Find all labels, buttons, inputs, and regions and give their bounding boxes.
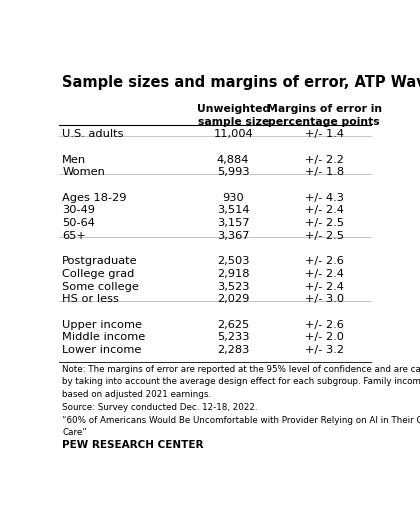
Text: 2,625: 2,625 xyxy=(217,320,249,330)
Text: based on adjusted 2021 earnings.: based on adjusted 2021 earnings. xyxy=(62,390,211,399)
Text: Care”: Care” xyxy=(62,428,87,437)
Text: 3,157: 3,157 xyxy=(217,218,249,228)
Text: +/- 2.6: +/- 2.6 xyxy=(305,256,344,266)
Text: +/- 1.8: +/- 1.8 xyxy=(305,167,344,178)
Text: 5,233: 5,233 xyxy=(217,332,249,342)
Text: +/- 2.6: +/- 2.6 xyxy=(305,320,344,330)
Text: 50-64: 50-64 xyxy=(62,218,95,228)
Text: Note: The margins of error are reported at the 95% level of confidence and are c: Note: The margins of error are reported … xyxy=(62,365,420,374)
Text: Postgraduate: Postgraduate xyxy=(62,256,138,266)
Text: Lower income: Lower income xyxy=(62,345,142,355)
Text: Men: Men xyxy=(62,155,87,165)
Text: 3,523: 3,523 xyxy=(217,282,249,292)
Text: Upper income: Upper income xyxy=(62,320,142,330)
Text: 11,004: 11,004 xyxy=(213,130,253,139)
Text: 2,029: 2,029 xyxy=(217,294,249,304)
Text: +/- 2.4: +/- 2.4 xyxy=(305,269,344,279)
Text: Some college: Some college xyxy=(62,282,139,292)
Text: 65+: 65+ xyxy=(62,231,86,241)
Text: 2,503: 2,503 xyxy=(217,256,249,266)
Text: U.S. adults: U.S. adults xyxy=(62,130,124,139)
Text: 3,367: 3,367 xyxy=(217,231,249,241)
Text: +/- 2.2: +/- 2.2 xyxy=(305,155,344,165)
Text: Ages 18-29: Ages 18-29 xyxy=(62,193,127,203)
Text: +/- 2.4: +/- 2.4 xyxy=(305,205,344,216)
Text: +/- 1.4: +/- 1.4 xyxy=(305,130,344,139)
Text: +/- 2.5: +/- 2.5 xyxy=(305,231,344,241)
Text: +/- 2.5: +/- 2.5 xyxy=(305,218,344,228)
Text: 4,884: 4,884 xyxy=(217,155,249,165)
Text: 5,993: 5,993 xyxy=(217,167,249,178)
Text: Unweighted
sample size: Unweighted sample size xyxy=(197,104,270,127)
Text: +/- 3.0: +/- 3.0 xyxy=(305,294,344,304)
Text: Margins of error in
percentage points: Margins of error in percentage points xyxy=(267,104,382,127)
Text: “60% of Americans Would Be Uncomfortable with Provider Relying on AI in Their Ow: “60% of Americans Would Be Uncomfortable… xyxy=(62,415,420,425)
Text: by taking into account the average design effect for each subgroup. Family incom: by taking into account the average desig… xyxy=(62,377,420,386)
Text: Source: Survey conducted Dec. 12-18, 2022.: Source: Survey conducted Dec. 12-18, 202… xyxy=(62,403,258,412)
Text: +/- 2.4: +/- 2.4 xyxy=(305,282,344,292)
Text: College grad: College grad xyxy=(62,269,135,279)
Text: Middle income: Middle income xyxy=(62,332,145,342)
Text: +/- 2.0: +/- 2.0 xyxy=(305,332,344,342)
Text: HS or less: HS or less xyxy=(62,294,119,304)
Text: Sample sizes and margins of error, ATP Wave 119: Sample sizes and margins of error, ATP W… xyxy=(62,75,420,90)
Text: 930: 930 xyxy=(222,193,244,203)
Text: 2,283: 2,283 xyxy=(217,345,249,355)
Text: +/- 4.3: +/- 4.3 xyxy=(305,193,344,203)
Text: PEW RESEARCH CENTER: PEW RESEARCH CENTER xyxy=(62,441,204,450)
Text: +/- 3.2: +/- 3.2 xyxy=(305,345,344,355)
Text: 2,918: 2,918 xyxy=(217,269,249,279)
Text: 3,514: 3,514 xyxy=(217,205,249,216)
Text: Women: Women xyxy=(62,167,105,178)
Text: 30-49: 30-49 xyxy=(62,205,95,216)
